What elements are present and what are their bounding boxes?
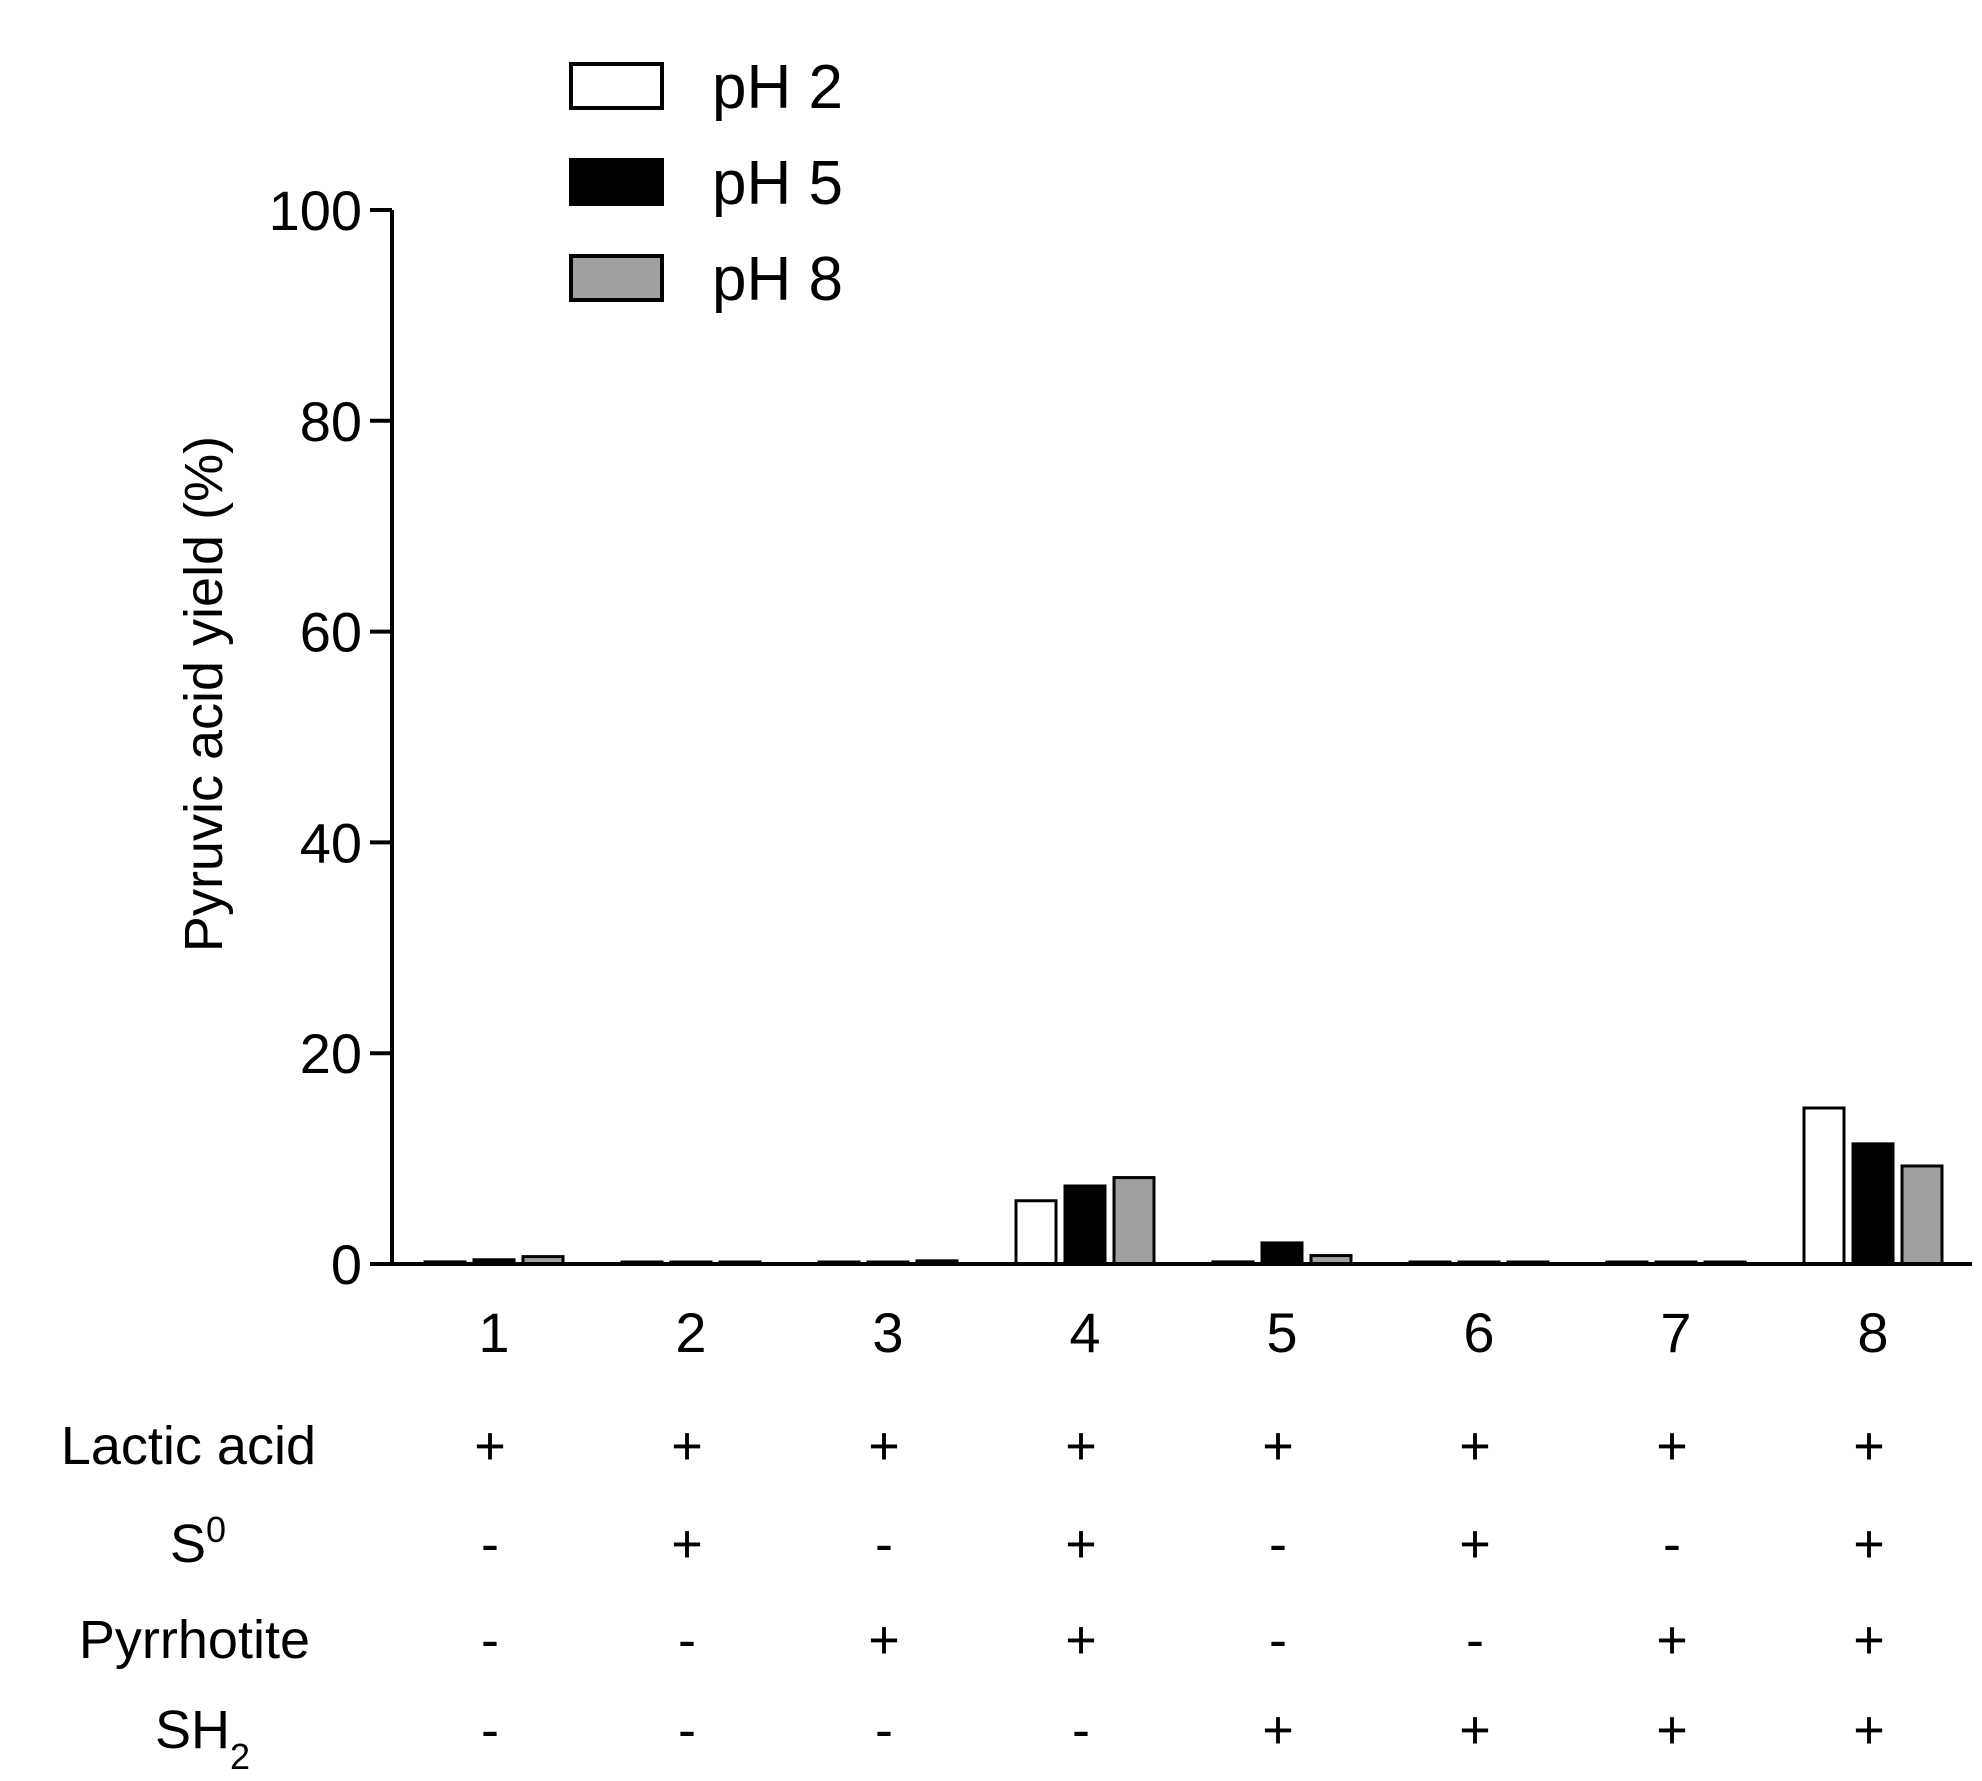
condition-sign: - <box>481 1700 499 1760</box>
condition-table: Lactic acid + + + + + + + + S0 - + - + - + - + Pyrrhotite -… <box>61 1416 1885 1777</box>
x-tick-label: 4 <box>1069 1301 1100 1364</box>
y-tick-label: 80 <box>300 390 362 453</box>
condition-sign: + <box>1656 1610 1688 1670</box>
condition-sign: + <box>1656 1416 1688 1476</box>
y-tick-label: 20 <box>300 1022 362 1085</box>
bar <box>1112 1176 1156 1266</box>
condition-sign: - <box>1269 1610 1287 1670</box>
bar <box>1260 1241 1304 1266</box>
legend-label: pH 2 <box>712 53 843 122</box>
condition-sign: - <box>1072 1700 1090 1760</box>
x-axis-tick-labels: 1 2 3 4 5 6 7 8 <box>478 1301 1888 1364</box>
condition-sign: - <box>1269 1514 1287 1574</box>
bar <box>1802 1106 1846 1266</box>
condition-sign: - <box>875 1514 893 1574</box>
condition-sign: + <box>1262 1416 1294 1476</box>
condition-sign: - <box>678 1610 696 1670</box>
legend-label: pH 5 <box>712 149 843 218</box>
legend: pH 2 pH 5 pH 8 <box>569 53 843 314</box>
bar <box>1063 1184 1107 1266</box>
bar <box>1851 1142 1895 1266</box>
condition-sign: - <box>481 1610 499 1670</box>
x-tick-label: 6 <box>1463 1301 1494 1364</box>
condition-sign: + <box>868 1416 900 1476</box>
x-tick-label: 8 <box>1857 1301 1888 1364</box>
x-tick-label: 5 <box>1266 1301 1297 1364</box>
bars <box>423 1106 1944 1266</box>
x-tick-label: 7 <box>1660 1301 1691 1364</box>
condition-sign: - <box>1466 1610 1484 1670</box>
condition-sign: + <box>1853 1610 1885 1670</box>
x-tick-label: 1 <box>478 1301 509 1364</box>
condition-sign: - <box>1663 1514 1681 1574</box>
x-tick-label: 3 <box>872 1301 903 1364</box>
condition-sign: + <box>1065 1610 1097 1670</box>
condition-sign: + <box>1853 1700 1885 1760</box>
condition-label: Pyrrhotite <box>79 1610 310 1670</box>
legend-label: pH 8 <box>712 245 843 314</box>
legend-swatch <box>569 254 664 302</box>
y-axis: 0 20 40 60 80 100 <box>269 179 394 1296</box>
bar <box>1900 1164 1944 1266</box>
condition-sign: + <box>671 1416 703 1476</box>
condition-sign: + <box>474 1416 506 1476</box>
condition-sign: + <box>1853 1416 1885 1476</box>
condition-sign: + <box>1656 1700 1688 1760</box>
y-tick-label: 40 <box>300 811 362 874</box>
condition-sign: + <box>1459 1700 1491 1760</box>
y-tick-label: 0 <box>331 1233 362 1296</box>
y-tick-label: 100 <box>269 179 362 242</box>
condition-sign: - <box>481 1514 499 1574</box>
condition-sign: + <box>671 1514 703 1574</box>
condition-sign: - <box>875 1700 893 1760</box>
condition-label: Lactic acid <box>61 1416 316 1476</box>
condition-sign: + <box>1853 1514 1885 1574</box>
condition-sign: + <box>1065 1514 1097 1574</box>
condition-label: SH2 <box>155 1700 250 1777</box>
y-tick-label: 60 <box>300 601 362 664</box>
bar <box>1014 1199 1058 1266</box>
condition-sign: + <box>868 1610 900 1670</box>
condition-sign: + <box>1262 1700 1294 1760</box>
condition-sign: - <box>678 1700 696 1760</box>
legend-swatch <box>569 158 664 206</box>
condition-label: S0 <box>170 1509 226 1575</box>
condition-sign: + <box>1459 1416 1491 1476</box>
condition-sign: + <box>1065 1416 1097 1476</box>
y-axis-title: Pyruvic acid yield (%) <box>174 436 234 952</box>
condition-sign: + <box>1459 1514 1491 1574</box>
legend-swatch <box>569 62 664 110</box>
x-tick-label: 2 <box>675 1301 706 1364</box>
